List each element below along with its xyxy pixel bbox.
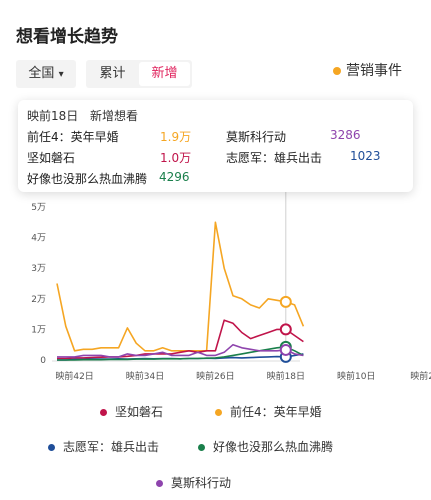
tooltip-item-value: 1023 [350, 149, 381, 163]
tooltip-item-name: 坚如磐石 [27, 151, 76, 165]
chevron-down-icon: ▾ [58, 69, 64, 80]
legend-item[interactable]: 好像也没那么热血沸腾 [198, 438, 333, 455]
y-tick-label: 0 [40, 356, 46, 366]
tooltip-heading: 新增想看 [90, 109, 139, 123]
y-tick-label: 2万 [31, 295, 46, 305]
tooltip-item-value: 3286 [330, 128, 361, 142]
legend-dot-icon [215, 409, 222, 416]
x-tick-label: 映前42日 [55, 370, 93, 382]
legend-dot-icon [156, 480, 163, 487]
marketing-event-dot-icon [333, 67, 341, 75]
page-title: 想看增长趋势 [16, 27, 118, 47]
tooltip-item-name: 志愿军：雄兵出击 [226, 151, 323, 165]
marketing-events-legend[interactable]: 营销事件 [333, 60, 402, 80]
legend-dot-icon [100, 409, 107, 416]
legend-label: 志愿军：雄兵出击 [63, 440, 160, 454]
y-tick-label: 5万 [31, 203, 46, 213]
legend-label: 坚如磐石 [115, 405, 164, 419]
region-label: 全国 [28, 66, 55, 81]
series-hover-marker [279, 323, 292, 336]
y-tick-label: 3万 [31, 264, 46, 274]
tab-cumulative[interactable]: 累计 [99, 66, 126, 81]
legend-dot-icon [48, 444, 55, 451]
x-tick-label: 映前10日 [337, 370, 375, 382]
legend-label: 好像也没那么热血沸腾 [213, 440, 334, 454]
tooltip-item-value: 1.9万 [160, 130, 192, 144]
series-line [57, 319, 304, 360]
legend-label: 前任4：英年早婚 [230, 405, 322, 419]
legend-label: 莫斯科行动 [171, 476, 232, 490]
legend-dot-icon [198, 444, 205, 451]
x-tick-label: 映前34日 [126, 370, 164, 382]
series-line [56, 221, 305, 352]
tooltip-item-value: 4296 [159, 170, 190, 184]
series-hover-marker [279, 295, 292, 308]
marketing-events-label: 营销事件 [346, 63, 402, 79]
series-line [57, 343, 304, 358]
tooltip-item-value: 1.0万 [160, 151, 192, 165]
x-tick-label: 映前2日 [410, 370, 431, 382]
legend-item[interactable]: 坚如磐石 [100, 403, 163, 420]
x-tick-label: 映前26日 [196, 370, 234, 382]
legend-item[interactable]: 志愿军：雄兵出击 [48, 438, 159, 455]
legend-item[interactable]: 前任4：英年早婚 [215, 403, 322, 420]
tooltip-item-name: 前任4：英年早婚 [27, 130, 119, 144]
tab-new[interactable]: 新增 [139, 62, 190, 86]
tooltip-date: 映前18日 [27, 109, 79, 123]
tooltip-item-name: 好像也没那么热血沸腾 [27, 172, 148, 186]
mode-toggle: 累计 新增 [86, 60, 192, 88]
region-dropdown[interactable]: 全国 ▾ [16, 60, 76, 88]
tooltip-item-name: 莫斯科行动 [226, 130, 287, 144]
y-tick-label: 4万 [31, 234, 46, 244]
y-tick-label: 1万 [31, 325, 46, 335]
legend-item[interactable]: 莫斯科行动 [156, 474, 231, 491]
series-hover-marker [279, 343, 292, 356]
x-tick-label: 映前18日 [267, 370, 305, 382]
chart-tooltip: 映前18日 新增想看 前任4：英年早婚 1.9万 莫斯科行动 3286 坚如磐石… [18, 100, 413, 192]
